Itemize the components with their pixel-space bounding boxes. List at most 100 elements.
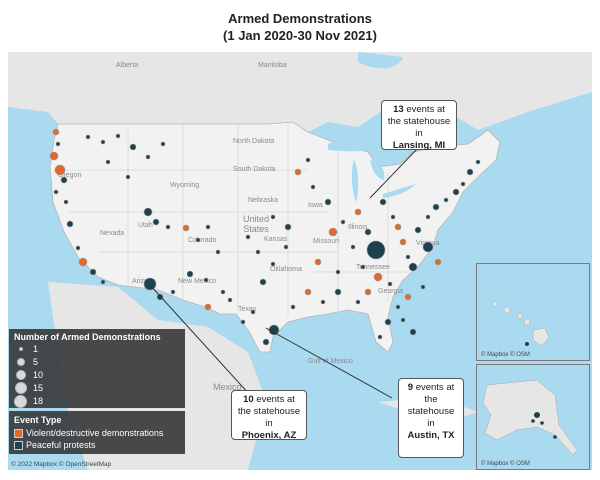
map-marker xyxy=(422,241,434,253)
map-marker xyxy=(364,288,372,296)
map-marker xyxy=(304,288,312,296)
map-label-united-states: United States xyxy=(242,214,269,234)
map-marker xyxy=(553,435,557,439)
legend-label-peaceful: Peaceful protests xyxy=(26,440,96,450)
callout-phoenix: 10 events at the statehouse in Phoenix, A… xyxy=(231,390,307,441)
map-label-illinois: Illinois xyxy=(348,224,368,231)
map-marker xyxy=(360,264,366,270)
map-marker xyxy=(404,293,412,301)
map-marker xyxy=(270,261,276,267)
map-marker xyxy=(290,304,296,310)
size-legend-label-15: 15 xyxy=(33,383,44,393)
map-marker xyxy=(78,257,88,267)
map-marker xyxy=(220,289,226,295)
map-marker xyxy=(354,208,362,216)
size-legend-label-5: 5 xyxy=(33,357,39,367)
map-marker xyxy=(66,220,74,228)
size-legend-dot-18 xyxy=(14,395,27,408)
map-marker xyxy=(387,281,393,287)
great-lakes-north-water xyxy=(358,52,403,69)
callout-austin: 9 events at the statehouse in Austin, TX xyxy=(398,378,464,458)
map-marker xyxy=(452,188,460,196)
size-legend-label-1: 1 xyxy=(33,344,39,354)
map-marker xyxy=(395,304,401,310)
hawaii-island-kauai xyxy=(492,301,498,307)
size-legend-dot-10 xyxy=(16,370,26,380)
map-marker xyxy=(373,272,383,282)
map-marker xyxy=(340,219,346,225)
legend-item-peaceful[interactable]: Peaceful protests xyxy=(14,440,96,451)
map-marker xyxy=(245,234,251,240)
map-marker xyxy=(143,277,157,291)
peaceful-swatch xyxy=(14,441,23,451)
map-label-nevada: Nevada xyxy=(100,230,125,237)
map-marker xyxy=(334,288,342,296)
map-marker xyxy=(129,143,137,151)
map-marker xyxy=(195,237,201,243)
callout-phoenix-count: 10 xyxy=(243,394,254,405)
map-marker xyxy=(414,226,422,234)
map-marker xyxy=(320,299,326,305)
callout-austin-text: events at the statehouse in xyxy=(407,382,455,429)
map-label-north-dakota: North Dakota xyxy=(233,138,275,145)
hawaii-inset[interactable]: © Mapbox © OSM xyxy=(476,263,590,361)
map-label-tennessee: Tennessee xyxy=(356,264,390,271)
map-marker xyxy=(377,334,383,340)
map-label-kansas: Kansas xyxy=(264,236,288,243)
map-label-alberta: Alberta xyxy=(116,62,139,69)
callout-austin-place: Austin, TX xyxy=(407,430,455,441)
type-legend: Event Type Violent/destructive demonstra… xyxy=(9,411,185,454)
callout-lansing: 13 events at the statehouse in Lansing, M… xyxy=(381,100,457,151)
legend-label-violent: Violent/destructive demonstrations xyxy=(26,428,164,438)
map-marker xyxy=(170,289,176,295)
map-marker xyxy=(186,270,194,278)
map-marker xyxy=(105,159,111,165)
map-marker xyxy=(409,328,417,336)
map-marker xyxy=(305,157,311,163)
alaska-inset[interactable]: © Mapbox © OSM xyxy=(476,364,590,470)
callout-lansing-count: 13 xyxy=(393,104,404,115)
map-marker xyxy=(399,238,407,246)
alaska-inset-map xyxy=(482,379,578,456)
map-marker xyxy=(310,184,316,190)
map-label-missouri: Missouri xyxy=(313,238,340,245)
hawaii-island-big-island xyxy=(532,327,550,347)
map-marker xyxy=(460,181,466,187)
alaska-attribution: © Mapbox © OSM xyxy=(481,461,530,467)
callout-lansing-text: events at the statehouse in xyxy=(387,104,451,139)
map-marker xyxy=(324,198,332,206)
hawaii-inset-map xyxy=(492,301,550,347)
callout-lansing-place: Lansing, MI xyxy=(392,140,446,151)
lake-michigan xyxy=(351,160,359,202)
map-marker xyxy=(283,244,289,250)
size-legend: Number of Armed Demonstrations 1 5 10 15… xyxy=(9,329,185,408)
map-marker xyxy=(160,141,166,147)
map-marker xyxy=(55,141,61,147)
map-marker xyxy=(328,227,338,237)
map-label-nebraska: Nebraska xyxy=(248,197,278,204)
map-marker xyxy=(165,224,171,230)
map-label-iowa: Iowa xyxy=(308,202,323,209)
size-legend-label-10: 10 xyxy=(33,370,44,380)
map-marker xyxy=(100,279,106,285)
chart-title: Armed Demonstrations xyxy=(228,11,372,26)
alaska-landmass xyxy=(482,379,578,456)
map-marker xyxy=(156,293,164,301)
map-marker xyxy=(425,214,431,220)
map-label-arizona: Arizona xyxy=(132,278,156,285)
map-attribution: © 2022 Mapbox © OpenStreetMap xyxy=(11,461,112,468)
map-marker xyxy=(400,317,406,323)
map-marker xyxy=(384,318,392,326)
map-marker xyxy=(466,168,474,176)
legend-item-violent[interactable]: Violent/destructive demonstrations xyxy=(14,428,164,439)
map-marker xyxy=(145,154,151,160)
violent-swatch xyxy=(14,429,23,439)
map-marker xyxy=(379,198,387,206)
map-label-oregon: Oregon xyxy=(58,172,82,179)
hawaii-attribution: © Mapbox © OSM xyxy=(481,352,530,358)
map-marker xyxy=(85,134,91,140)
map-marker xyxy=(443,197,449,203)
map-marker xyxy=(270,214,276,220)
map-label-utah: Utah xyxy=(138,222,153,229)
map-marker xyxy=(259,278,267,286)
